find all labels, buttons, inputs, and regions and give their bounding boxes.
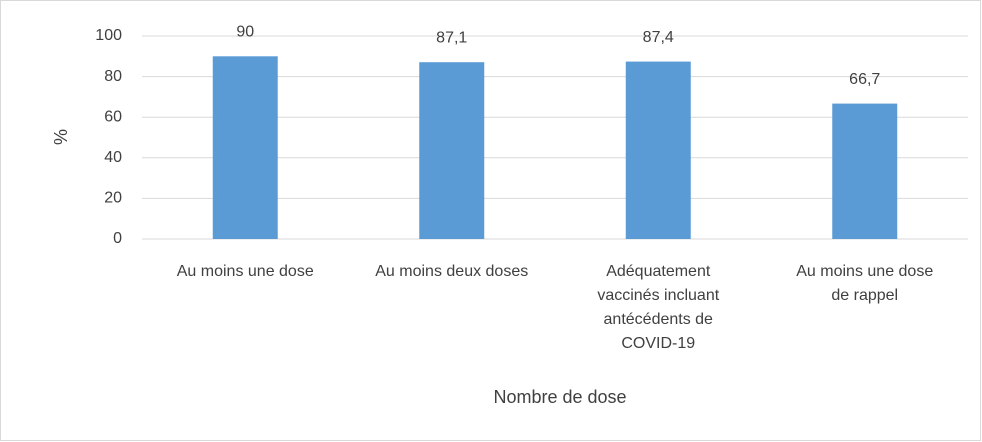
- data-label: 90: [236, 24, 254, 41]
- y-tick-label: 60: [104, 108, 122, 125]
- y-tick-label: 40: [104, 149, 122, 166]
- x-tick-label: Au moins deux doses: [375, 263, 528, 280]
- y-axis-title: %: [51, 129, 71, 145]
- y-tick-label: 100: [95, 27, 122, 44]
- data-label: 66,7: [849, 71, 880, 88]
- y-tick-label: 0: [113, 230, 122, 247]
- x-tick-label: Au moins une dose: [177, 263, 314, 280]
- data-label: 87,4: [643, 29, 674, 46]
- x-axis-title: Nombre de dose: [493, 387, 626, 407]
- bar: [212, 56, 278, 239]
- y-tick-label: 20: [104, 190, 122, 207]
- data-label: 87,1: [436, 29, 467, 46]
- x-tick-label: Adéquatement vaccinés incluant antécédents…: [597, 263, 719, 352]
- bar: [419, 62, 485, 240]
- bar: [832, 103, 898, 239]
- y-tick-label: 80: [104, 68, 122, 85]
- bar: [625, 61, 691, 239]
- x-tick-label: Au moins une dose de rappel: [796, 263, 933, 304]
